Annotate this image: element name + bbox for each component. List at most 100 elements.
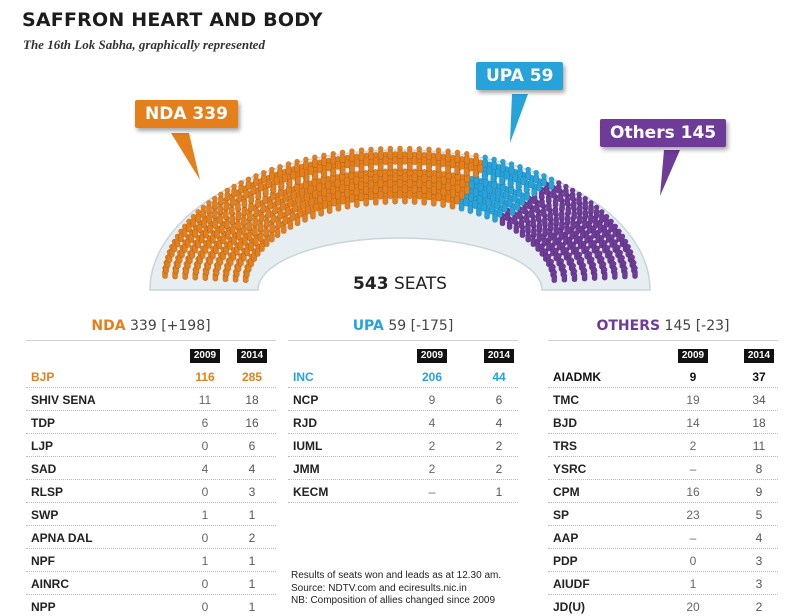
seat-nda: [416, 157, 423, 171]
seat-nda: [382, 179, 389, 194]
seat-nda: [195, 209, 202, 223]
seat-upa: [517, 163, 523, 178]
seats-2009: 16: [686, 485, 700, 499]
seat-nda: [190, 213, 197, 228]
seat-others: [632, 265, 638, 279]
seat-nda: [231, 231, 238, 245]
party-name: SWP: [31, 508, 59, 522]
seat-others: [601, 266, 608, 281]
seats-total-suffix: SEATS: [393, 274, 447, 294]
seat-nda: [368, 157, 374, 172]
seat-upa: [495, 163, 501, 178]
seat-nda: [349, 159, 355, 174]
seat-upa: [491, 156, 497, 171]
seat-upa: [480, 197, 487, 212]
seat-nda: [268, 166, 275, 181]
seat-nda: [421, 169, 428, 183]
page-subtitle: The 16th Lok Sabha, graphically represen…: [23, 37, 265, 52]
page-title: SAFFRON HEART AND BODY: [22, 9, 323, 31]
seats-layer: [162, 145, 638, 284]
year-label-2009: 2009: [190, 349, 220, 363]
seat-nda: [382, 151, 389, 166]
table-row: NPP 0 1: [26, 595, 276, 616]
table-row: CPM 16 9: [548, 480, 778, 503]
seat-nda: [416, 145, 423, 160]
seats-2009: 19: [686, 393, 700, 407]
seat-nda: [267, 195, 274, 210]
party-name: SP: [553, 508, 570, 522]
seat-nda: [445, 159, 451, 174]
table-row: AAP – 4: [548, 526, 778, 549]
seat-nda: [377, 157, 384, 171]
party-name: AIADMK: [553, 370, 601, 384]
seat-nda: [231, 183, 237, 198]
seat-nda: [401, 151, 408, 165]
seat-upa: [468, 187, 474, 202]
seats-2009: 2: [428, 439, 436, 453]
seat-upa: [500, 158, 506, 173]
footnote-line-2: Source: NDTV.com and eciresults.nic.in: [291, 582, 467, 594]
party-name: TMC: [553, 393, 579, 407]
seats-2014: 1: [248, 600, 256, 614]
nda-callout: NDA 339: [135, 100, 238, 128]
others-callout: Others 145: [600, 119, 727, 147]
seat-nda: [435, 147, 442, 161]
seats-2009: 1: [201, 554, 209, 568]
seat-nda: [237, 236, 244, 251]
seats-2009: 14: [686, 416, 700, 430]
party-name: CPM: [553, 485, 580, 499]
seat-upa: [495, 182, 501, 197]
seats-2014: 5: [755, 508, 763, 522]
upa-group-name: UPA: [352, 318, 384, 334]
table-row: AIADMK 9 37: [548, 365, 778, 388]
seat-nda: [372, 191, 379, 206]
seats-2014: 18: [752, 416, 766, 430]
seat-nda: [196, 219, 203, 233]
seat-nda: [295, 171, 301, 185]
party-name: TDP: [31, 416, 55, 430]
seat-others: [581, 267, 588, 282]
seat-nda: [431, 181, 437, 195]
party-name: SHIV SENA: [31, 393, 96, 407]
seat-nda: [238, 179, 245, 194]
others-year-header: 2009 2014: [548, 341, 778, 365]
seats-2009: 9: [689, 370, 697, 384]
seats-2009: 4: [201, 462, 209, 476]
seat-nda: [339, 149, 346, 164]
seats-2009: 0: [201, 577, 209, 591]
seats-2014: 6: [495, 393, 503, 407]
seats-2009: 0: [201, 531, 209, 545]
seat-nda: [421, 151, 427, 166]
others-table-header: OTHERS 145 [-23]: [548, 318, 778, 341]
seat-nda: [253, 172, 259, 187]
seat-others: [569, 187, 576, 202]
seat-nda: [330, 180, 336, 195]
seat-nda: [459, 156, 465, 170]
table-row: BJD 14 18: [548, 411, 778, 434]
party-name: JMM: [293, 462, 320, 476]
seat-nda: [303, 156, 309, 171]
party-name: NPP: [31, 600, 56, 614]
seats-2014: 2: [495, 462, 503, 476]
seat-nda: [397, 173, 403, 188]
seats-2014: 1: [248, 554, 256, 568]
seat-nda: [440, 182, 447, 197]
seats-2014: 4: [495, 416, 503, 430]
upa-group-change: [-175]: [410, 318, 454, 334]
seat-nda: [363, 169, 369, 184]
seat-nda: [335, 197, 342, 212]
seats-2009: 0: [689, 554, 697, 568]
seat-nda: [387, 145, 394, 160]
seats-2014: 9: [755, 485, 763, 499]
seat-nda: [449, 195, 456, 210]
footnote-line-1: Results of seats won and leads as at 12.…: [291, 570, 502, 581]
seat-nda: [387, 185, 394, 199]
seat-nda: [430, 192, 437, 207]
table-row: APNA DAL 0 2: [26, 526, 276, 549]
seat-others: [591, 267, 598, 281]
seat-nda: [367, 175, 374, 189]
party-name: BJD: [553, 416, 578, 430]
seat-nda: [218, 191, 224, 206]
upa-table-header: UPA 59 [-175]: [288, 318, 518, 341]
seat-nda: [454, 190, 461, 205]
